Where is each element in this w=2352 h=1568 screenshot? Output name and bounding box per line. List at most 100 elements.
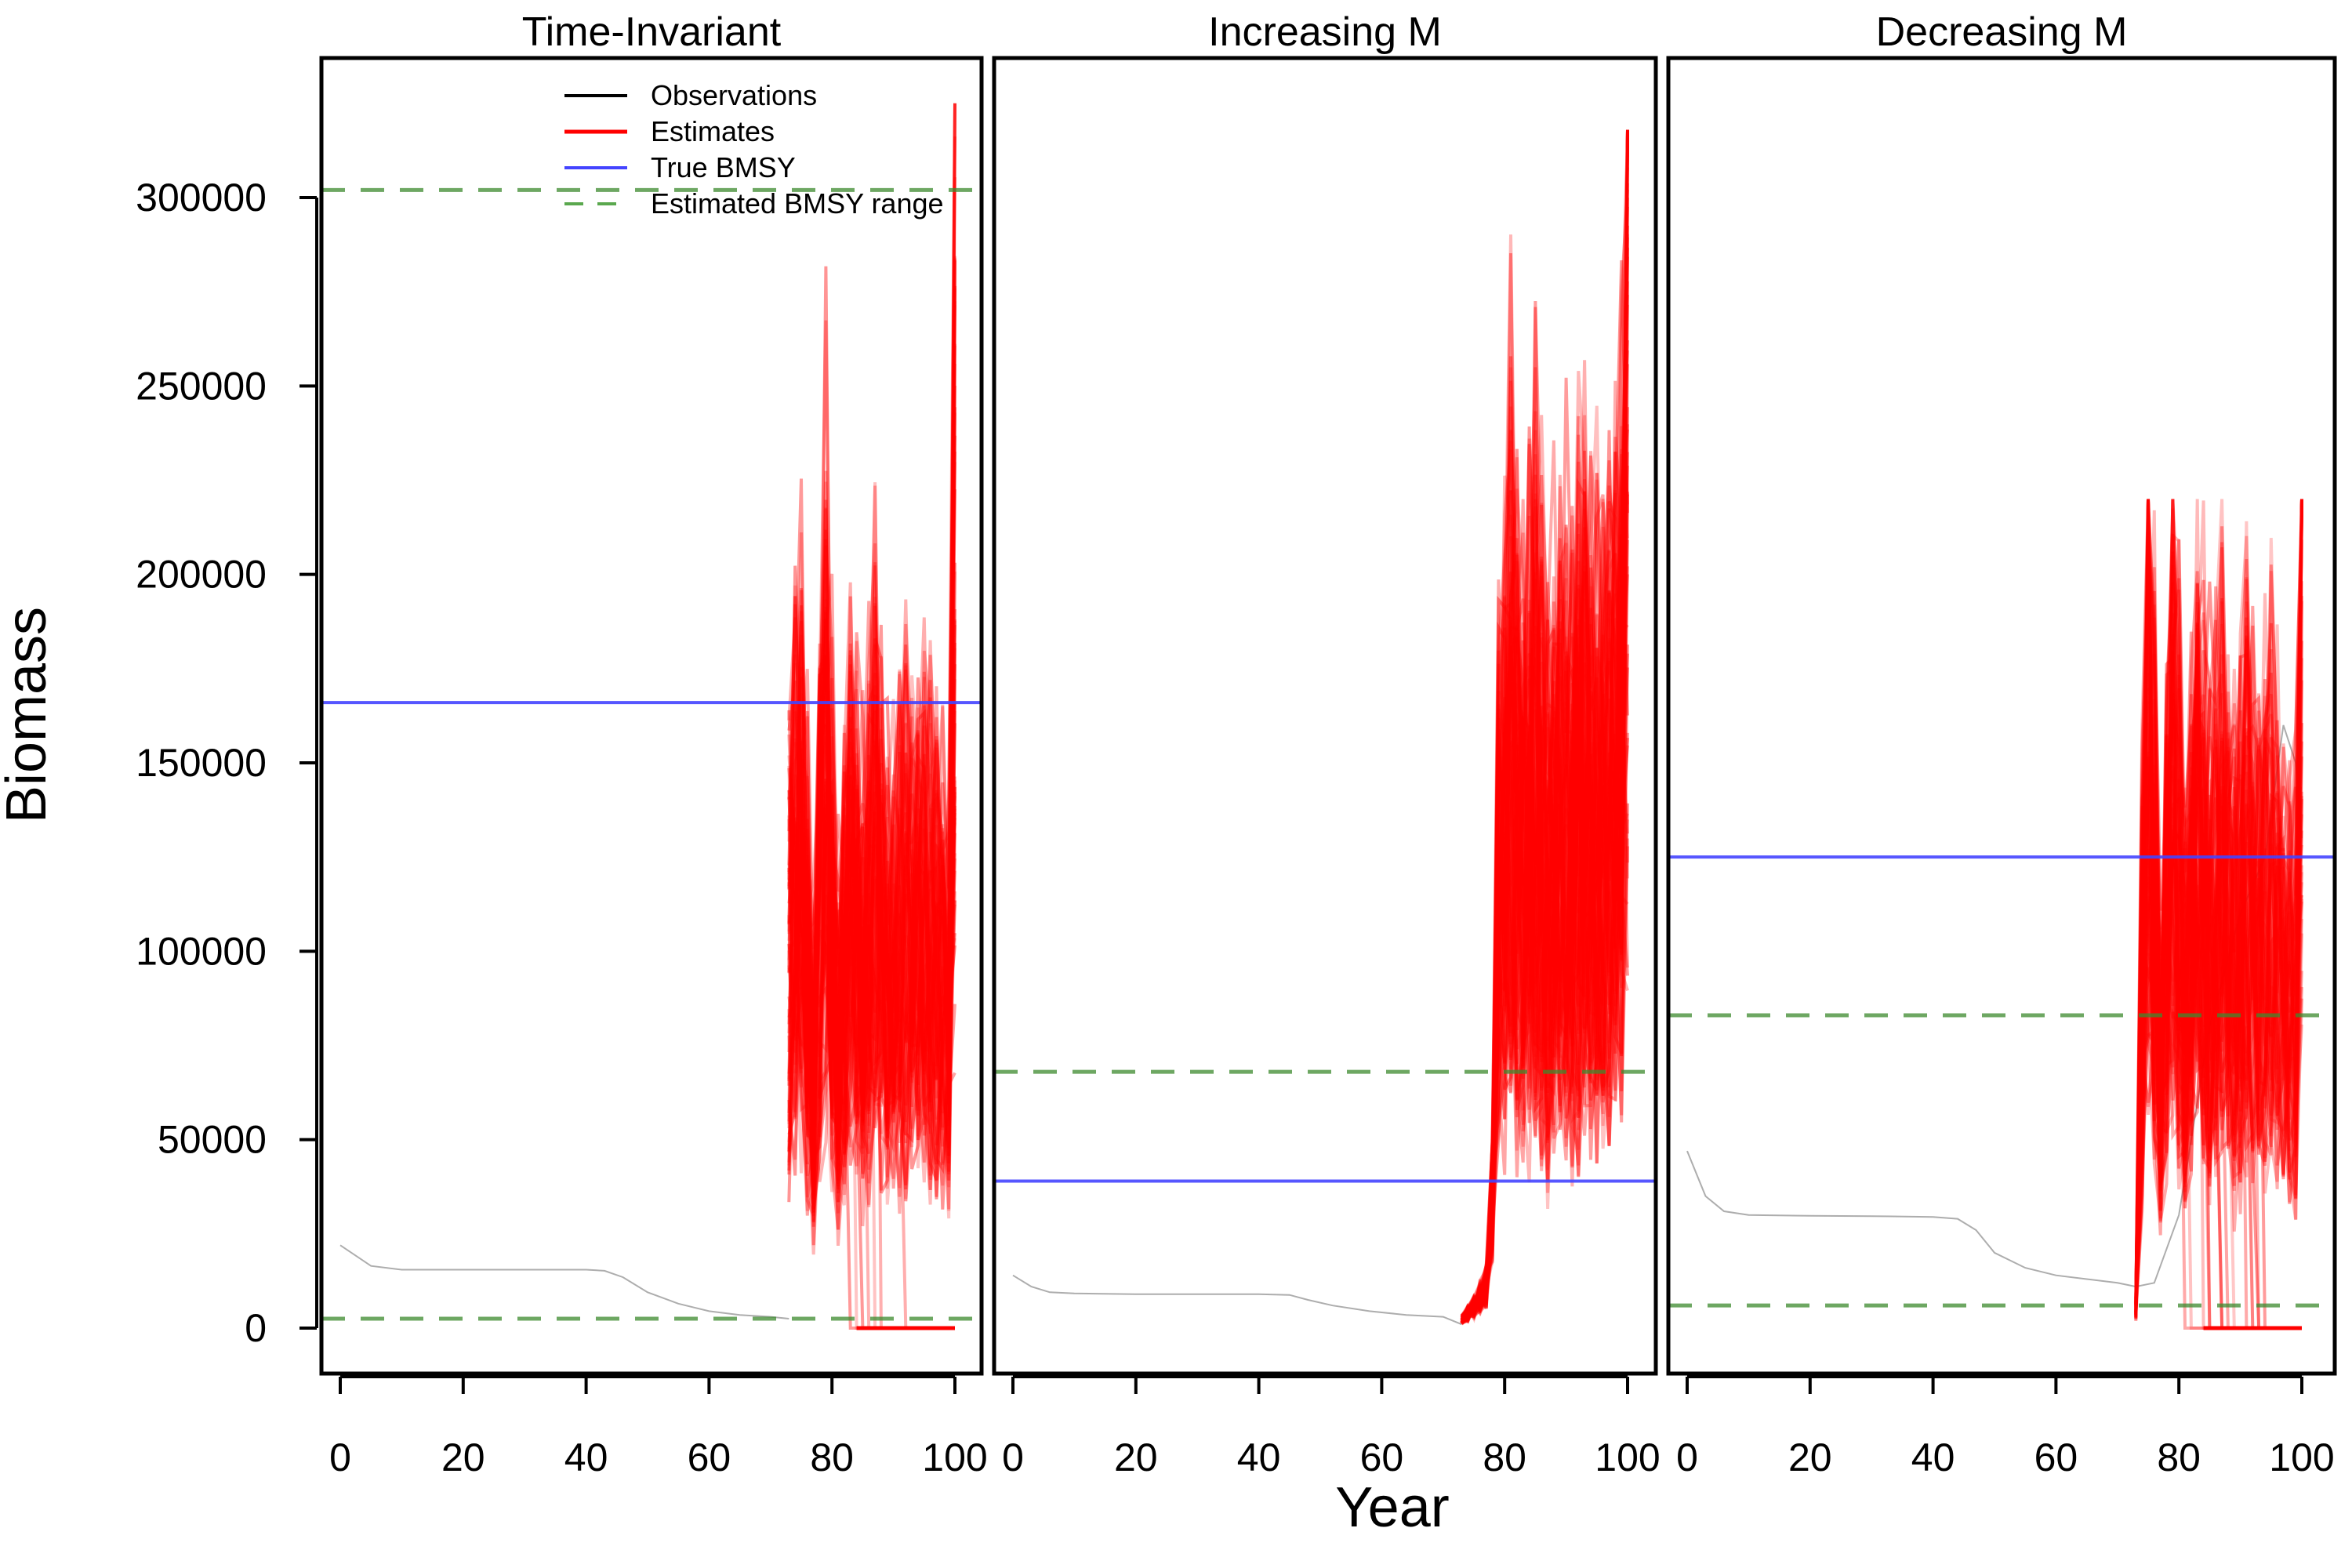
estimate-trajectory <box>1460 129 1629 1321</box>
estimate-trajectory <box>787 285 956 1156</box>
observations-line <box>1686 724 2303 1288</box>
estimate-trajectory <box>787 485 956 1156</box>
estimate-trajectory <box>1460 440 1629 1318</box>
estimate-trajectory <box>2134 654 2303 1301</box>
estimate-trajectory <box>2134 499 2303 1311</box>
estimate-trajectory <box>787 595 956 1169</box>
estimate-trajectory <box>1460 584 1629 1318</box>
estimate-trajectory <box>1461 129 1629 1322</box>
panel-frame <box>319 56 984 1376</box>
x-tick-label: 80 <box>2157 1436 2201 1479</box>
estimate-trajectory <box>1460 426 1629 1323</box>
estimate-trajectory <box>787 664 956 1163</box>
estimate-trajectory <box>1461 129 1629 1322</box>
x-tick-label: 100 <box>1595 1436 1660 1479</box>
estimate-trajectory <box>2134 499 2303 1315</box>
x-tick-label: 80 <box>810 1436 854 1479</box>
panel-plot-area <box>994 129 1656 1326</box>
estimate-trajectory <box>1460 429 1629 1322</box>
estimate-trajectory <box>1460 151 1629 1324</box>
panel-frame <box>1666 56 2337 1376</box>
estimate-trajectory <box>787 462 956 1186</box>
x-tick-label: 0 <box>1002 1436 1024 1479</box>
chart-panel-2: Increasing M 0 20 40 60 80 100 <box>992 9 1661 1479</box>
y-tick-label: 0 <box>245 1306 267 1350</box>
estimate-trajectory <box>1460 593 1629 1324</box>
estimate-trajectory <box>2134 693 2303 1318</box>
estimate-trajectory <box>787 177 956 1164</box>
estimate-trajectory <box>787 562 956 1210</box>
estimate-trajectory <box>1460 566 1629 1321</box>
estimate-trajectory <box>2134 499 2303 1314</box>
estimate-trajectory <box>2134 694 2303 1306</box>
estimate-trajectory <box>1460 641 1629 1324</box>
estimate-trajectory <box>2134 582 2303 1303</box>
estimate-trajectory <box>2134 654 2303 1299</box>
estimate-trajectory <box>1460 295 1629 1320</box>
estimate-trajectory <box>1460 637 1629 1323</box>
estimate-trajectory <box>1460 416 1629 1320</box>
estimate-trajectory <box>1461 129 1629 1323</box>
estimate-trajectory <box>787 257 956 1209</box>
estimate-trajectory <box>787 654 956 1157</box>
estimate-trajectory <box>2134 622 2303 1299</box>
x-tick-label: 80 <box>1483 1436 1526 1479</box>
estimate-trajectory <box>1461 247 1629 1325</box>
estimate-trajectory <box>1460 434 1629 1319</box>
estimate-trajectory <box>1461 136 1629 1321</box>
estimate-trajectory <box>787 103 956 1124</box>
panel-plot-area <box>321 103 982 1330</box>
estimate-trajectory <box>787 597 956 1210</box>
estimate-trajectory <box>787 709 956 1166</box>
estimate-trajectory <box>787 260 956 1191</box>
estimate-trajectory <box>787 288 956 1200</box>
x-tick-label: 100 <box>922 1436 987 1479</box>
x-tick-label: 40 <box>1911 1436 1955 1479</box>
estimate-trajectory <box>787 345 956 1149</box>
estimate-trajectory <box>2134 733 2303 1305</box>
estimate-trajectory <box>1461 256 1629 1323</box>
estimate-trajectory <box>787 597 956 1116</box>
estimate-trajectory <box>2134 499 2303 1310</box>
estimate-trajectory <box>1461 415 1629 1322</box>
estimate-trajectory <box>787 603 956 1175</box>
estimate-trajectory <box>1461 453 1629 1324</box>
estimate-trajectory <box>787 530 956 1149</box>
x-tick-label: 60 <box>688 1436 731 1479</box>
estimate-trajectory <box>1461 129 1629 1323</box>
estimate-trajectory <box>787 259 956 1139</box>
estimate-trajectory <box>787 612 956 1203</box>
estimate-trajectory <box>787 320 956 1181</box>
estimate-trajectory <box>787 609 956 1227</box>
estimate-trajectory <box>1461 598 1629 1324</box>
estimate-trajectory <box>787 489 956 1210</box>
estimate-trajectory <box>1460 206 1629 1319</box>
panel-frame <box>992 56 1658 1376</box>
estimate-trajectory <box>1461 183 1629 1322</box>
x-tick-label: 20 <box>441 1436 485 1479</box>
estimate-trajectory <box>787 103 956 1166</box>
panel-title: Time-Invariant <box>522 9 782 55</box>
estimate-trajectory <box>787 385 956 1138</box>
estimate-trajectory <box>1461 407 1629 1317</box>
estimate-trajectory <box>2134 499 2303 1305</box>
estimate-trajectory <box>787 565 956 1181</box>
estimate-trajectory <box>1460 554 1629 1323</box>
estimate-trajectory <box>1461 129 1629 1317</box>
estimate-trajectory <box>1461 452 1629 1321</box>
estimate-trajectory <box>787 508 956 1203</box>
estimate-trajectory <box>2134 499 2303 1318</box>
estimate-trajectory <box>2134 499 2303 1298</box>
estimate-trajectory <box>1461 424 1629 1325</box>
estimate-trajectory <box>2134 577 2303 1307</box>
panels-layer: Time-Invariant 0 20 40 60 80 100 Increasing M 0 2… <box>136 9 2337 1479</box>
estimate-trajectory <box>787 470 956 1145</box>
estimate-trajectory <box>2134 678 2303 1305</box>
estimate-trajectory <box>787 804 956 1255</box>
estimate-trajectory <box>2134 596 2303 1308</box>
estimate-trajectory <box>2134 601 2303 1302</box>
estimate-trajectory <box>787 482 956 1107</box>
chart-legend: Observations Estimates True BMSY Estimat… <box>564 79 944 220</box>
y-tick-label: 200000 <box>136 553 267 597</box>
